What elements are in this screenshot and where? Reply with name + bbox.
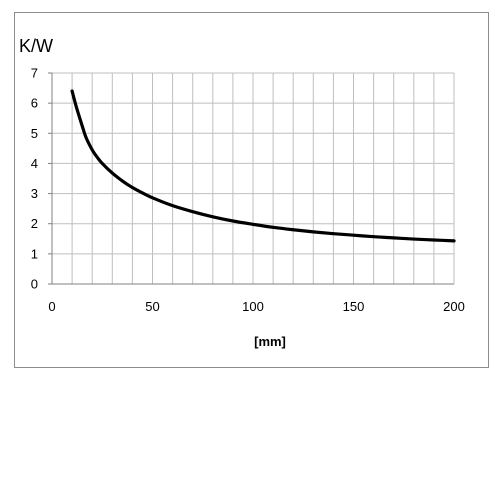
data-point: [291, 228, 295, 232]
data-point: [372, 235, 375, 239]
data-point: [271, 225, 275, 229]
y-tick-label: 5: [31, 126, 38, 141]
x-axis-label: [mm]: [254, 334, 286, 349]
y-tick-label: 6: [31, 96, 38, 111]
x-tick-label: 150: [343, 299, 365, 314]
y-tick-label: 2: [31, 216, 38, 231]
y-tick-label: 3: [31, 186, 38, 201]
y-tick-label: 1: [31, 246, 38, 261]
data-point: [131, 186, 134, 189]
data-point: [120, 179, 124, 183]
data-point: [80, 124, 84, 128]
y-tick-labels: 0 1 2 3 4 5 6 7: [31, 66, 38, 292]
data-point: [311, 230, 315, 234]
data-point: [452, 239, 456, 243]
data-point: [211, 215, 215, 219]
x-tick-label: 0: [48, 299, 55, 314]
y-tick-label: 0: [31, 277, 38, 292]
data-point: [191, 210, 195, 214]
axes: [48, 72, 454, 285]
series-line: [70, 89, 456, 243]
data-point: [412, 237, 416, 241]
data-point: [74, 104, 78, 108]
data-point: [251, 222, 255, 226]
data-point: [392, 236, 396, 240]
y-axis-unit-label: K/W: [19, 36, 53, 56]
data-point: [110, 171, 114, 175]
grid: [52, 72, 455, 284]
data-point: [70, 89, 74, 93]
x-tick-label: 200: [443, 299, 465, 314]
chart-frame: [14, 12, 489, 368]
data-point: [141, 191, 144, 195]
data-point: [432, 238, 436, 242]
y-tick-label: 4: [31, 156, 38, 171]
x-tick-labels: 0 50 100 150 200: [48, 299, 464, 314]
data-point: [171, 204, 175, 208]
data-points: [70, 89, 456, 243]
data-point: [84, 136, 88, 140]
x-tick-label: 50: [145, 299, 159, 314]
data-point: [231, 219, 235, 223]
data-point: [352, 233, 355, 237]
y-tick-label: 7: [31, 66, 38, 81]
data-point: [94, 154, 98, 158]
data-point: [332, 232, 335, 236]
data-point: [90, 148, 94, 152]
data-point: [151, 196, 154, 200]
data-point: [100, 162, 104, 165]
x-tick-label: 100: [242, 299, 264, 314]
